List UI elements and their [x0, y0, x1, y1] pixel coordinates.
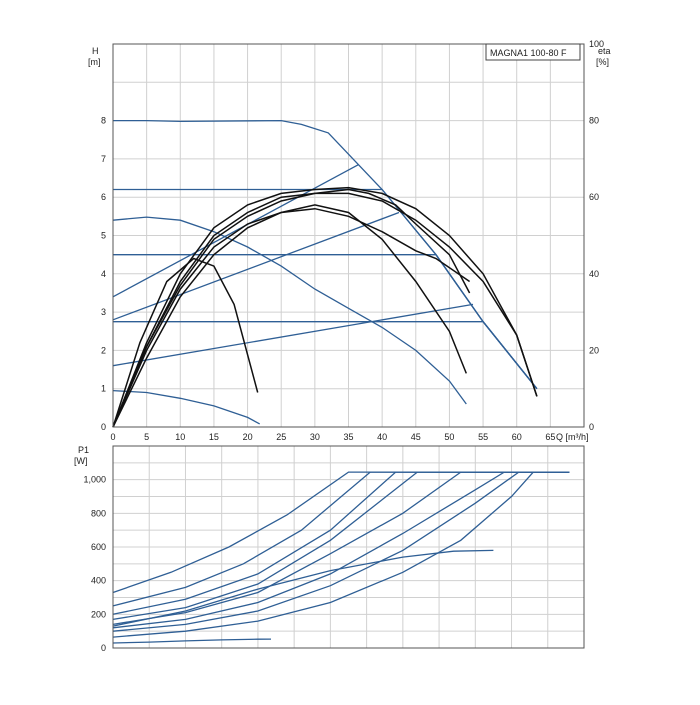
head-axis-ticks: 0 5 10 15 20 25 30 35 40 45 50 55 60 6501234567802040… [101, 39, 604, 442]
system-curve [112, 164, 359, 298]
flow-tick-label: 40 [377, 432, 387, 442]
flow-tick-label: 10 [175, 432, 185, 442]
power-tick-label: 0 [101, 643, 106, 653]
head-tick-label: 6 [101, 192, 106, 202]
power-curve [112, 471, 570, 621]
power-tick-label: 800 [91, 508, 106, 518]
flow-axis-title: Q [m³/h] [556, 432, 589, 442]
head-tick-label: 1 [101, 384, 106, 394]
efficiency-tick-label: 0 [589, 422, 594, 432]
flow-tick-label: 15 [209, 432, 219, 442]
efficiency-tick-label: 60 [589, 192, 599, 202]
power-curve [112, 471, 570, 626]
head-tick-label: 7 [101, 154, 106, 164]
efficiency-axis-title: eta [598, 46, 611, 56]
flow-tick-label: 65 [545, 432, 555, 442]
efficiency-tick-label: 80 [589, 116, 599, 126]
efficiency-axis-unit: [%] [596, 57, 609, 67]
head-efficiency-curves [112, 119, 538, 428]
power-plot-frame [112, 445, 585, 649]
head-tick-label: 4 [101, 269, 106, 279]
head-curve [113, 321, 538, 390]
system-curve [112, 211, 400, 321]
power-axis-title: P1 [78, 445, 89, 455]
efficiency-curve [112, 188, 471, 428]
head-tick-label: 2 [101, 345, 106, 355]
efficiency-curve [112, 204, 467, 428]
head-curve [112, 216, 467, 405]
power-curve [112, 638, 272, 644]
flow-tick-label: 50 [444, 432, 454, 442]
power-axis-unit: [W] [74, 456, 88, 466]
head-tick-label: 0 [101, 422, 106, 432]
power-curve [112, 471, 570, 629]
head-axis-unit: [m] [88, 57, 101, 67]
head-tick-label: 8 [101, 116, 106, 126]
head-plot-frame [112, 43, 585, 428]
flow-tick-label: 45 [411, 432, 421, 442]
flow-tick-label: 5 [144, 432, 149, 442]
efficiency-curve [112, 207, 471, 428]
power-curve [112, 471, 570, 607]
system-curve [112, 303, 474, 367]
efficiency-tick-label: 100 [589, 39, 604, 49]
power-grid [113, 446, 584, 648]
head-grid [113, 44, 584, 427]
power-tick-label: 400 [91, 576, 106, 586]
head-tick-label: 5 [101, 231, 106, 241]
legend-box [485, 43, 581, 61]
power-curve [112, 471, 570, 632]
power-tick-label: 600 [91, 542, 106, 552]
efficiency-curve [112, 192, 538, 428]
head-tick-label: 3 [101, 307, 106, 317]
flow-tick-label: 20 [243, 432, 253, 442]
power-curve [112, 549, 494, 627]
efficiency-curve [112, 257, 259, 428]
power-tick-label: 1,000 [83, 475, 106, 485]
power-tick-label: 200 [91, 609, 106, 619]
power-axis-ticks: 0 200 400 600 800 1,000 [83, 475, 106, 653]
head-curve [112, 389, 261, 425]
efficiency-tick-label: 40 [589, 269, 599, 279]
flow-tick-label: 30 [310, 432, 320, 442]
power-curve [112, 471, 534, 638]
flow-tick-label: 60 [512, 432, 522, 442]
flow-tick-label: 55 [478, 432, 488, 442]
flow-tick-label: 35 [343, 432, 353, 442]
flow-tick-label: 0 [110, 432, 115, 442]
flow-tick-label: 25 [276, 432, 286, 442]
efficiency-tick-label: 20 [589, 345, 599, 355]
head-axis-title: H [92, 46, 99, 56]
power-curve [112, 471, 570, 615]
legend-label: MAGNA1 100-80 F [490, 48, 567, 58]
power-curves [112, 471, 570, 644]
